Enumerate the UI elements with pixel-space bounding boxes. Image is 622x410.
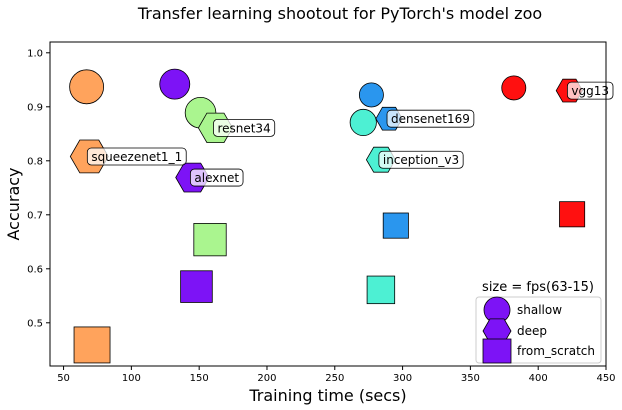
y-tick-label: 1.0 bbox=[27, 48, 43, 59]
point-label-text: densenet169 bbox=[391, 112, 470, 126]
y-tick-label: 0.5 bbox=[27, 318, 43, 329]
legend-title: size = fps(63-15) bbox=[482, 280, 594, 295]
y-tick-label: 0.9 bbox=[27, 102, 43, 113]
shallow-marker-vgg13 bbox=[501, 75, 527, 101]
scratch-marker-squeezenet1_1 bbox=[73, 326, 111, 364]
x-tick-label: 400 bbox=[529, 373, 548, 384]
shallow-marker-inception_v3 bbox=[349, 108, 377, 137]
point-label-densenet169: densenet169 bbox=[386, 109, 475, 128]
legend-label-shallow: shallow bbox=[517, 303, 562, 317]
point-label-vgg13: vgg13 bbox=[566, 81, 614, 100]
x-axis-ticks: 50 100 150 200 250 300 350 400 450 bbox=[57, 366, 616, 384]
shallow-marker-squeezenet1_1 bbox=[69, 69, 105, 105]
y-tick-label: 0.7 bbox=[27, 210, 43, 221]
legend-label-deep: deep bbox=[517, 324, 547, 338]
scratch-marker-resnet34 bbox=[193, 223, 227, 257]
point-label-text: squeezenet1_1 bbox=[91, 150, 182, 164]
point-label-box bbox=[386, 109, 475, 128]
shallow-marker-densenet169 bbox=[358, 82, 384, 108]
x-tick-label: 250 bbox=[325, 373, 344, 384]
scratch-marker-inception_v3 bbox=[366, 275, 396, 305]
point-label-text: resnet34 bbox=[217, 121, 270, 135]
x-tick-label: 300 bbox=[393, 373, 412, 384]
y-axis-label: Accuracy bbox=[4, 167, 23, 240]
point-label-text: alexnet bbox=[194, 171, 239, 185]
legend: size = fps(63-15) shallow deep from_scratc… bbox=[475, 280, 602, 364]
shallow-marker-alexnet bbox=[159, 68, 191, 100]
x-tick-label: 350 bbox=[461, 373, 480, 384]
plot-frame bbox=[49, 41, 607, 367]
x-tick-label: 150 bbox=[190, 373, 209, 384]
point-label-box bbox=[566, 81, 614, 100]
x-tick-label: 200 bbox=[257, 373, 276, 384]
point-label-resnet34: resnet34 bbox=[213, 118, 276, 137]
x-tick-label: 50 bbox=[57, 373, 70, 384]
legend-label-from_scratch: from_scratch bbox=[517, 344, 595, 358]
scratch-marker-alexnet bbox=[180, 270, 213, 303]
y-tick-label: 0.6 bbox=[27, 264, 43, 275]
x-axis-label: Training time (secs) bbox=[248, 386, 406, 405]
scratch-marker-densenet169 bbox=[382, 212, 409, 239]
point-label-squeezenet1_1: squeezenet1_1 bbox=[86, 147, 187, 166]
point-label-inception_v3: inception_v3 bbox=[378, 150, 464, 169]
scratch-marker-vgg13 bbox=[559, 201, 586, 228]
point-label-box bbox=[378, 150, 464, 169]
y-axis-ticks: 0.5 0.6 0.7 0.8 0.9 1.0 bbox=[27, 48, 50, 329]
point-label-box bbox=[86, 147, 187, 166]
point-label-alexnet: alexnet bbox=[189, 168, 244, 187]
point-label-box bbox=[213, 118, 276, 137]
point-label-text: vgg13 bbox=[571, 84, 609, 98]
x-tick-label: 100 bbox=[122, 373, 141, 384]
legend-entries: shallow deep from_scratch bbox=[482, 296, 595, 364]
chart-title: Transfer learning shootout for PyTorch's… bbox=[137, 4, 542, 23]
point-label-box bbox=[189, 168, 244, 187]
y-tick-label: 0.8 bbox=[27, 156, 43, 167]
point-label-text: inception_v3 bbox=[383, 153, 459, 167]
legend-marker-from-scratch bbox=[482, 338, 512, 364]
x-tick-label: 450 bbox=[596, 373, 615, 384]
